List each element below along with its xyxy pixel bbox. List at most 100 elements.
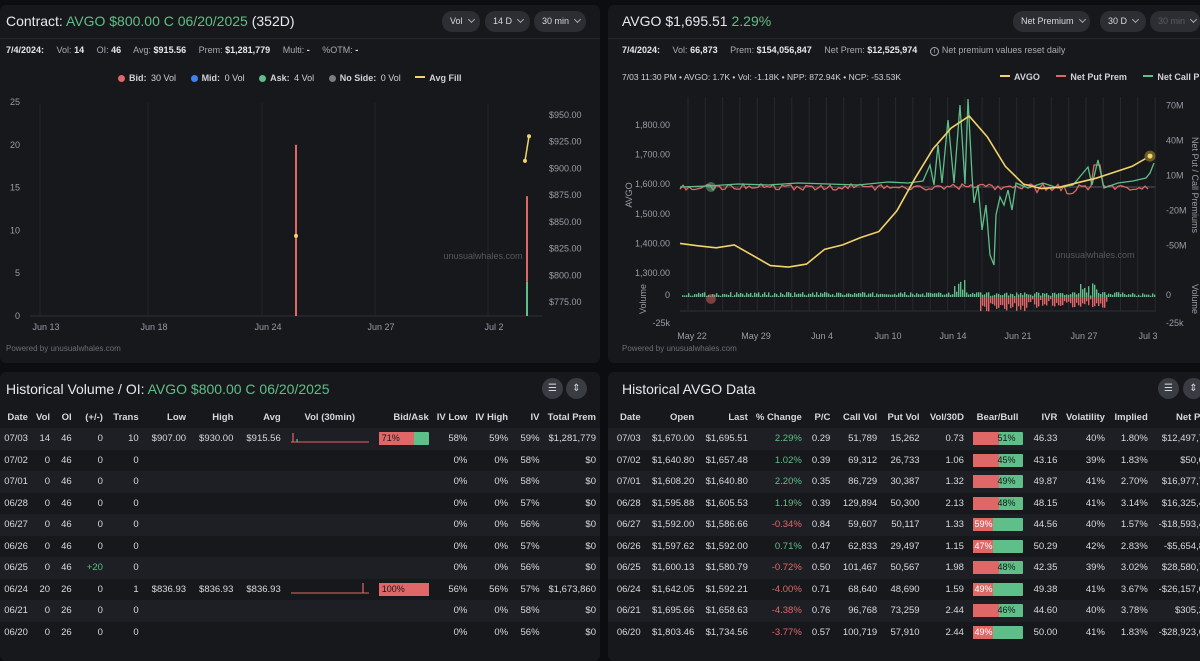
- table-cell: 15,262: [890, 433, 920, 445]
- table-row[interactable]: 06/24 $1,642.05 $1,592.21 -4.00% 0.71 68,640 4…: [608, 579, 1200, 601]
- volume-down-bar: [984, 297, 986, 307]
- table-row[interactable]: 06/27 $1,592.00 $1,586.66 -0.34% 0.84 59,607 5…: [608, 514, 1200, 536]
- column-header[interactable]: High: [212, 411, 234, 423]
- column-header[interactable]: Bear/Bull: [976, 411, 1019, 423]
- premium-range-dropdown[interactable]: 30 D: [1100, 11, 1146, 32]
- legend-bid[interactable]: Bid: 30 Vol: [118, 73, 176, 83]
- filter-settings-icon[interactable]: ☰: [542, 378, 563, 399]
- table-cell: [190, 450, 237, 472]
- column-header[interactable]: IV Low: [436, 411, 468, 423]
- volume-up-bar: [1144, 294, 1146, 297]
- table-row[interactable]: 06/20 $1,803.46 $1,734.56 -3.77% 0.57 100,719…: [608, 622, 1200, 644]
- table-cell: 1.83%: [1120, 454, 1148, 466]
- column-header[interactable]: Date: [620, 411, 641, 423]
- filter-settings-icon[interactable]: ☰: [1158, 378, 1179, 399]
- expand-icon[interactable]: ⇕: [566, 378, 587, 399]
- premium-interval-dropdown[interactable]: 30 min: [1150, 11, 1200, 32]
- column-header[interactable]: IV: [530, 411, 540, 423]
- column-header[interactable]: Vol/30D: [929, 411, 964, 423]
- info-icon[interactable]: i: [929, 47, 939, 56]
- column-header[interactable]: Open: [669, 411, 695, 423]
- column-header[interactable]: Vol (30min): [304, 411, 355, 423]
- volume-up-bar: [1058, 293, 1060, 297]
- column-header[interactable]: OI: [61, 411, 72, 423]
- expand-icon[interactable]: ⇕: [1183, 378, 1200, 399]
- legend-net-put[interactable]: Net Put Prem: [1056, 72, 1129, 82]
- table-row[interactable]: 06/25 0 46 +20 0 0% 0% 56% $0: [0, 557, 600, 579]
- table-row[interactable]: 07/01 0 46 0 0 0% 0% 58% $0: [0, 471, 600, 493]
- column-header[interactable]: Bid/Ask: [393, 411, 429, 423]
- table-row[interactable]: 07/01 $1,608.20 $1,640.80 2.20% 0.35 86,729 30…: [608, 471, 1200, 493]
- x-tick: May 29: [741, 331, 771, 341]
- legend-ask[interactable]: Ask: 4 Vol: [259, 73, 314, 83]
- volume-up-bar: [732, 295, 734, 297]
- table-cell: 39%: [1085, 562, 1105, 574]
- table-row[interactable]: 06/21 $1,695.66 $1,658.63 -4.38% 0.76 96,768 7…: [608, 600, 1200, 622]
- legend-avgo[interactable]: AVGO: [1000, 72, 1042, 82]
- volume-up-bar: [940, 292, 942, 297]
- column-header[interactable]: Put Vol: [887, 411, 920, 423]
- table-row[interactable]: 06/28 0 46 0 0 0% 0% 57% $0: [0, 493, 600, 515]
- table-row[interactable]: 07/03 $1,670.00 $1,695.51 2.29% 0.29 51,789 15…: [608, 428, 1200, 450]
- column-header[interactable]: IV High: [475, 411, 509, 423]
- column-header[interactable]: (+/-): [85, 411, 103, 423]
- column-header[interactable]: Call Vol: [843, 411, 878, 423]
- volume-up-bar: [724, 294, 726, 297]
- interval-dropdown[interactable]: 30 min: [534, 11, 586, 32]
- table-row[interactable]: 06/26 $1,597.62 $1,592.00 0.71% 0.47 62,833 29…: [608, 536, 1200, 558]
- column-header[interactable]: Last: [728, 411, 748, 423]
- range-dropdown[interactable]: 14 D: [485, 11, 530, 32]
- volume-up-bar: [842, 294, 844, 297]
- table-row[interactable]: 06/25 $1,600.13 $1,580.79 -0.72% 0.50 101,467…: [608, 557, 1200, 579]
- column-header[interactable]: P/C: [814, 411, 831, 423]
- table-row[interactable]: 06/21 0 26 0 0 0% 0% 58% $0: [0, 600, 600, 622]
- volume-up-bar: [854, 293, 856, 297]
- column-header[interactable]: Date: [7, 411, 28, 423]
- volume-up-bar: [888, 294, 890, 297]
- table-row[interactable]: 06/27 0 46 0 0 0% 0% 56% $0: [0, 514, 600, 536]
- premium-metric-dropdown[interactable]: Net Premium: [1013, 11, 1090, 32]
- table-cell: 2.83%: [1120, 540, 1148, 552]
- volume-down-bar: [1036, 297, 1038, 308]
- volume-up-bar: [874, 295, 876, 297]
- legend-avg-fill[interactable]: Avg Fill: [415, 73, 463, 83]
- column-header[interactable]: Avg: [263, 411, 281, 423]
- legend-no-side[interactable]: No Side: 0 Vol: [328, 73, 401, 83]
- y-right-tick: $800.00: [549, 270, 582, 280]
- volume-up-bar: [686, 295, 688, 297]
- volume-up-bar: [718, 295, 720, 297]
- table-cell: 41%: [1085, 497, 1105, 509]
- column-header[interactable]: Net Pr: [1176, 411, 1200, 423]
- column-header[interactable]: Total Prem: [547, 411, 596, 423]
- legend-mid[interactable]: Mid: 0 Vol: [190, 73, 245, 83]
- table-row[interactable]: 06/24 20 26 0 1 $836.93 $836.93 $836.93 100% 56% 5…: [0, 579, 600, 601]
- bear-bull-bar: 46%: [972, 604, 1023, 618]
- volume-up-bar: [1030, 294, 1032, 297]
- column-header[interactable]: Trans: [113, 411, 139, 423]
- table-cell: [237, 600, 284, 622]
- table-row[interactable]: 06/26 0 46 0 0 0% 0% 57% $0: [0, 536, 600, 558]
- metric-dropdown[interactable]: Vol: [442, 11, 480, 32]
- table-row[interactable]: 07/02 0 46 0 0 0% 0% 58% $0: [0, 450, 600, 472]
- historical-avgo-table: Date Open Last % Change P/C Call Vol Put Vol Vo…: [608, 406, 1200, 643]
- column-header[interactable]: Low: [167, 411, 187, 423]
- column-header[interactable]: Volatility: [1066, 411, 1105, 423]
- column-header[interactable]: Implied: [1114, 411, 1148, 423]
- volume-up-bar: [1066, 294, 1068, 297]
- table-row[interactable]: 07/02 $1,640.80 $1,657.48 1.02% 0.39 69,312 26…: [608, 450, 1200, 472]
- volume-up-bar: [1104, 292, 1106, 297]
- x-tick: Jun 27: [367, 322, 394, 332]
- column-header[interactable]: IVR: [1041, 411, 1058, 423]
- table-row[interactable]: 07/03 14 46 0 10 $907.00 $930.00 $915.56 71% 58% 5…: [0, 428, 600, 450]
- volume-down-bar: [1044, 297, 1046, 305]
- volume-up-bar: [1106, 294, 1108, 297]
- volume-up-bar: [1088, 286, 1090, 297]
- date-cell: 07/03: [616, 433, 641, 445]
- legend-net-call[interactable]: Net Call Prem: [1143, 72, 1200, 82]
- column-header[interactable]: Vol: [35, 411, 51, 423]
- table-row[interactable]: 06/20 0 26 0 0 0% 0% 56% $0: [0, 622, 600, 644]
- historical-volume-panel: Historical Volume / OI: AVGO $800.00 C 0…: [0, 372, 600, 661]
- bear-bull-bar: 51%: [972, 432, 1023, 446]
- table-row[interactable]: 06/28 $1,595.88 $1,605.53 1.19% 0.39 129,894 5…: [608, 493, 1200, 515]
- column-header[interactable]: % Change: [755, 411, 802, 423]
